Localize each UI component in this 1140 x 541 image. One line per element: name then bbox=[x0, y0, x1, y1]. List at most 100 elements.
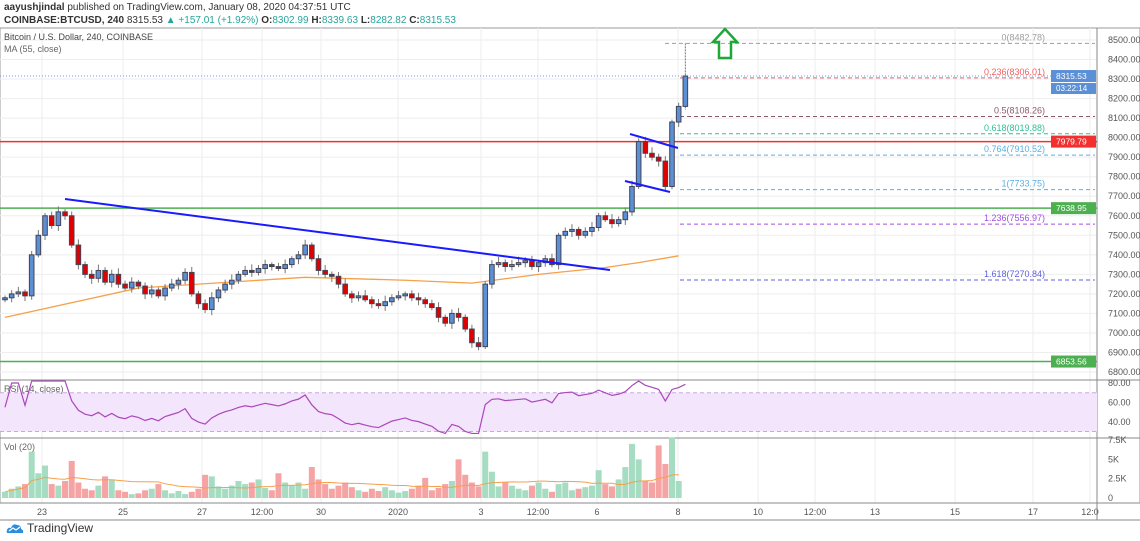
symbol-info: COINBASE:BTCUSD, 240 8315.53 ▲ +157.01 (… bbox=[4, 15, 456, 26]
cloud-icon bbox=[6, 524, 24, 533]
candle-down bbox=[188, 271, 195, 295]
candle-down bbox=[329, 273, 335, 277]
price-label-box bbox=[1051, 135, 1096, 148]
candle-up bbox=[355, 295, 362, 299]
candle-up bbox=[128, 281, 135, 289]
volume-bar bbox=[615, 479, 622, 498]
volume-bar bbox=[502, 482, 509, 498]
volume-bar bbox=[628, 443, 635, 498]
price-tick: 7900.00 bbox=[1108, 152, 1140, 162]
candle-down bbox=[662, 160, 669, 187]
candle-down bbox=[609, 219, 615, 225]
candle-up bbox=[515, 262, 522, 266]
volume-bar bbox=[282, 482, 289, 498]
volume-bar bbox=[195, 488, 202, 498]
candle-up bbox=[669, 121, 675, 187]
price-tick: 7600.00 bbox=[1108, 211, 1140, 221]
tradingview-logo[interactable]: TradingView bbox=[6, 521, 93, 535]
volume-bar bbox=[48, 484, 55, 498]
change: ▲ +157.01 (+1.92%) bbox=[165, 15, 259, 26]
candle-down bbox=[409, 293, 415, 299]
volume-bar bbox=[215, 486, 222, 498]
fib-label: 1.236(7556.97) bbox=[984, 213, 1045, 223]
candle-up bbox=[675, 105, 682, 123]
volume-bar bbox=[488, 471, 495, 498]
candle-down bbox=[435, 307, 442, 318]
candle-down bbox=[455, 312, 462, 318]
symbol: COINBASE:BTCUSD, 240 bbox=[4, 15, 125, 26]
volume-bar bbox=[268, 490, 275, 498]
time-label: 12:00 bbox=[251, 507, 274, 517]
price-tick: 7700.00 bbox=[1108, 191, 1140, 201]
candle-up bbox=[555, 234, 562, 266]
rsi-line bbox=[4, 380, 686, 435]
fib-label: 1.618(7270.84) bbox=[984, 269, 1045, 279]
volume-bar bbox=[302, 488, 309, 498]
o-label: O: bbox=[261, 15, 273, 26]
candle-down bbox=[195, 293, 202, 305]
candle-down bbox=[88, 273, 95, 279]
volume-bar bbox=[202, 474, 209, 498]
volume-bar bbox=[595, 470, 602, 498]
volume-bar bbox=[608, 486, 615, 498]
candle-down bbox=[115, 273, 122, 285]
price-tick: 7500.00 bbox=[1108, 230, 1140, 240]
fib-label: 0.236(8306.01) bbox=[984, 67, 1045, 77]
volume-bar bbox=[675, 480, 682, 498]
publish-info: aayushjindal published on TradingView.co… bbox=[4, 2, 351, 13]
candle-down bbox=[642, 141, 649, 154]
candle-down bbox=[602, 215, 609, 221]
price: 8315.53 bbox=[126, 15, 163, 26]
fib-label: 0.5(8108.26) bbox=[994, 106, 1045, 116]
rsi-tick: 60.00 bbox=[1108, 397, 1131, 407]
time-label: 3 bbox=[478, 507, 483, 517]
volume-bar bbox=[468, 482, 475, 498]
candle-down bbox=[655, 156, 662, 162]
volume-bar bbox=[548, 491, 555, 498]
high: 8339.63 bbox=[321, 15, 359, 26]
last-price-box bbox=[1051, 70, 1096, 83]
price-label-box bbox=[1051, 355, 1096, 368]
volume-bar bbox=[182, 494, 189, 498]
candle-down bbox=[342, 283, 348, 295]
fib-label: 1(7733.75) bbox=[1001, 179, 1045, 189]
level-label: 6853.56 bbox=[1056, 357, 1087, 367]
candle-up bbox=[395, 295, 402, 299]
l-label: L: bbox=[360, 15, 371, 26]
volume-bar bbox=[462, 474, 469, 498]
open: 8302.99 bbox=[272, 15, 309, 26]
price-tick: 8400.00 bbox=[1108, 55, 1140, 65]
volume-bar bbox=[648, 482, 655, 498]
brand-label: TradingView bbox=[27, 521, 94, 535]
time-label: 30 bbox=[316, 507, 326, 517]
candle-down bbox=[122, 283, 128, 289]
candle-up bbox=[635, 141, 642, 187]
ma-legend: MA (55, close) bbox=[4, 44, 62, 54]
candle-up bbox=[389, 297, 395, 303]
volume-bar bbox=[562, 482, 569, 498]
volume-bar bbox=[588, 485, 595, 498]
candle-up bbox=[449, 312, 455, 324]
candle-down bbox=[462, 316, 469, 330]
volume-bar bbox=[402, 491, 409, 498]
volume-bar bbox=[155, 484, 162, 498]
candle-down bbox=[68, 215, 75, 246]
volume-bar bbox=[55, 485, 62, 498]
volume-bar bbox=[455, 459, 462, 498]
candle-up bbox=[108, 273, 115, 283]
volume-bar bbox=[262, 487, 269, 498]
volume-bar bbox=[8, 488, 15, 498]
candle-up bbox=[615, 219, 622, 225]
volume-bar bbox=[528, 485, 535, 498]
candle-up bbox=[509, 264, 515, 268]
candle-up bbox=[8, 293, 15, 299]
candle-up bbox=[55, 211, 62, 227]
volume-bar bbox=[315, 479, 322, 498]
time-label: 12:00 bbox=[527, 507, 550, 517]
author[interactable]: aayushjindal bbox=[4, 2, 65, 13]
volume-tick: 7.5K bbox=[1108, 435, 1127, 445]
candle-up bbox=[208, 297, 215, 311]
volume-bar bbox=[655, 445, 662, 498]
candle-down bbox=[429, 303, 435, 309]
